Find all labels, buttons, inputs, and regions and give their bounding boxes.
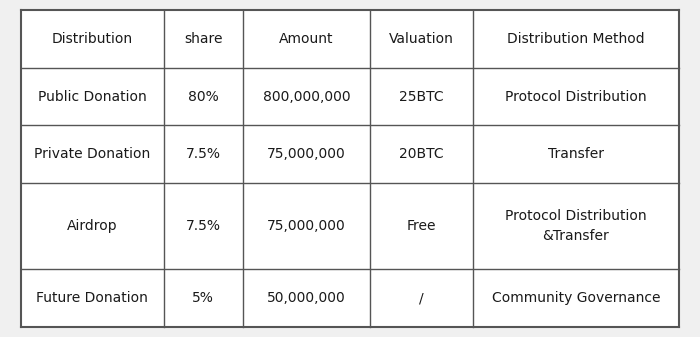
Bar — [473, 10, 679, 68]
Bar — [473, 269, 679, 327]
Bar — [164, 125, 243, 183]
Bar — [473, 125, 679, 183]
Text: /: / — [419, 291, 424, 305]
Text: Valuation: Valuation — [389, 32, 454, 46]
Text: Protocol Distribution
&Transfer: Protocol Distribution &Transfer — [505, 209, 647, 243]
Text: Distribution Method: Distribution Method — [507, 32, 645, 46]
Text: 5%: 5% — [193, 291, 214, 305]
Bar — [21, 183, 164, 269]
Bar — [473, 183, 679, 269]
Text: 50,000,000: 50,000,000 — [267, 291, 346, 305]
Text: 75,000,000: 75,000,000 — [267, 147, 346, 161]
Bar — [473, 68, 679, 125]
Bar — [21, 10, 164, 68]
Text: share: share — [184, 32, 223, 46]
Text: 7.5%: 7.5% — [186, 219, 220, 233]
Bar — [243, 125, 370, 183]
Bar — [370, 183, 473, 269]
Text: Distribution: Distribution — [52, 32, 133, 46]
Text: Future Donation: Future Donation — [36, 291, 148, 305]
Bar — [370, 10, 473, 68]
Text: Amount: Amount — [279, 32, 334, 46]
Bar — [164, 10, 243, 68]
Text: 25BTC: 25BTC — [399, 90, 444, 103]
Bar — [243, 269, 370, 327]
Bar — [21, 269, 164, 327]
Bar — [370, 269, 473, 327]
Text: Public Donation: Public Donation — [38, 90, 147, 103]
Bar — [370, 125, 473, 183]
Bar — [243, 68, 370, 125]
Text: Community Governance: Community Governance — [491, 291, 660, 305]
Text: Private Donation: Private Donation — [34, 147, 150, 161]
Bar — [164, 68, 243, 125]
Text: Transfer: Transfer — [548, 147, 604, 161]
Text: Free: Free — [407, 219, 436, 233]
Text: Protocol Distribution: Protocol Distribution — [505, 90, 647, 103]
Bar — [370, 68, 473, 125]
Bar — [21, 125, 164, 183]
Bar — [243, 183, 370, 269]
Bar — [164, 183, 243, 269]
Text: Airdrop: Airdrop — [67, 219, 118, 233]
Text: 20BTC: 20BTC — [399, 147, 444, 161]
Text: 75,000,000: 75,000,000 — [267, 219, 346, 233]
Bar — [164, 269, 243, 327]
Text: 80%: 80% — [188, 90, 218, 103]
Text: 7.5%: 7.5% — [186, 147, 220, 161]
Bar — [243, 10, 370, 68]
Text: 800,000,000: 800,000,000 — [262, 90, 350, 103]
Bar — [21, 68, 164, 125]
